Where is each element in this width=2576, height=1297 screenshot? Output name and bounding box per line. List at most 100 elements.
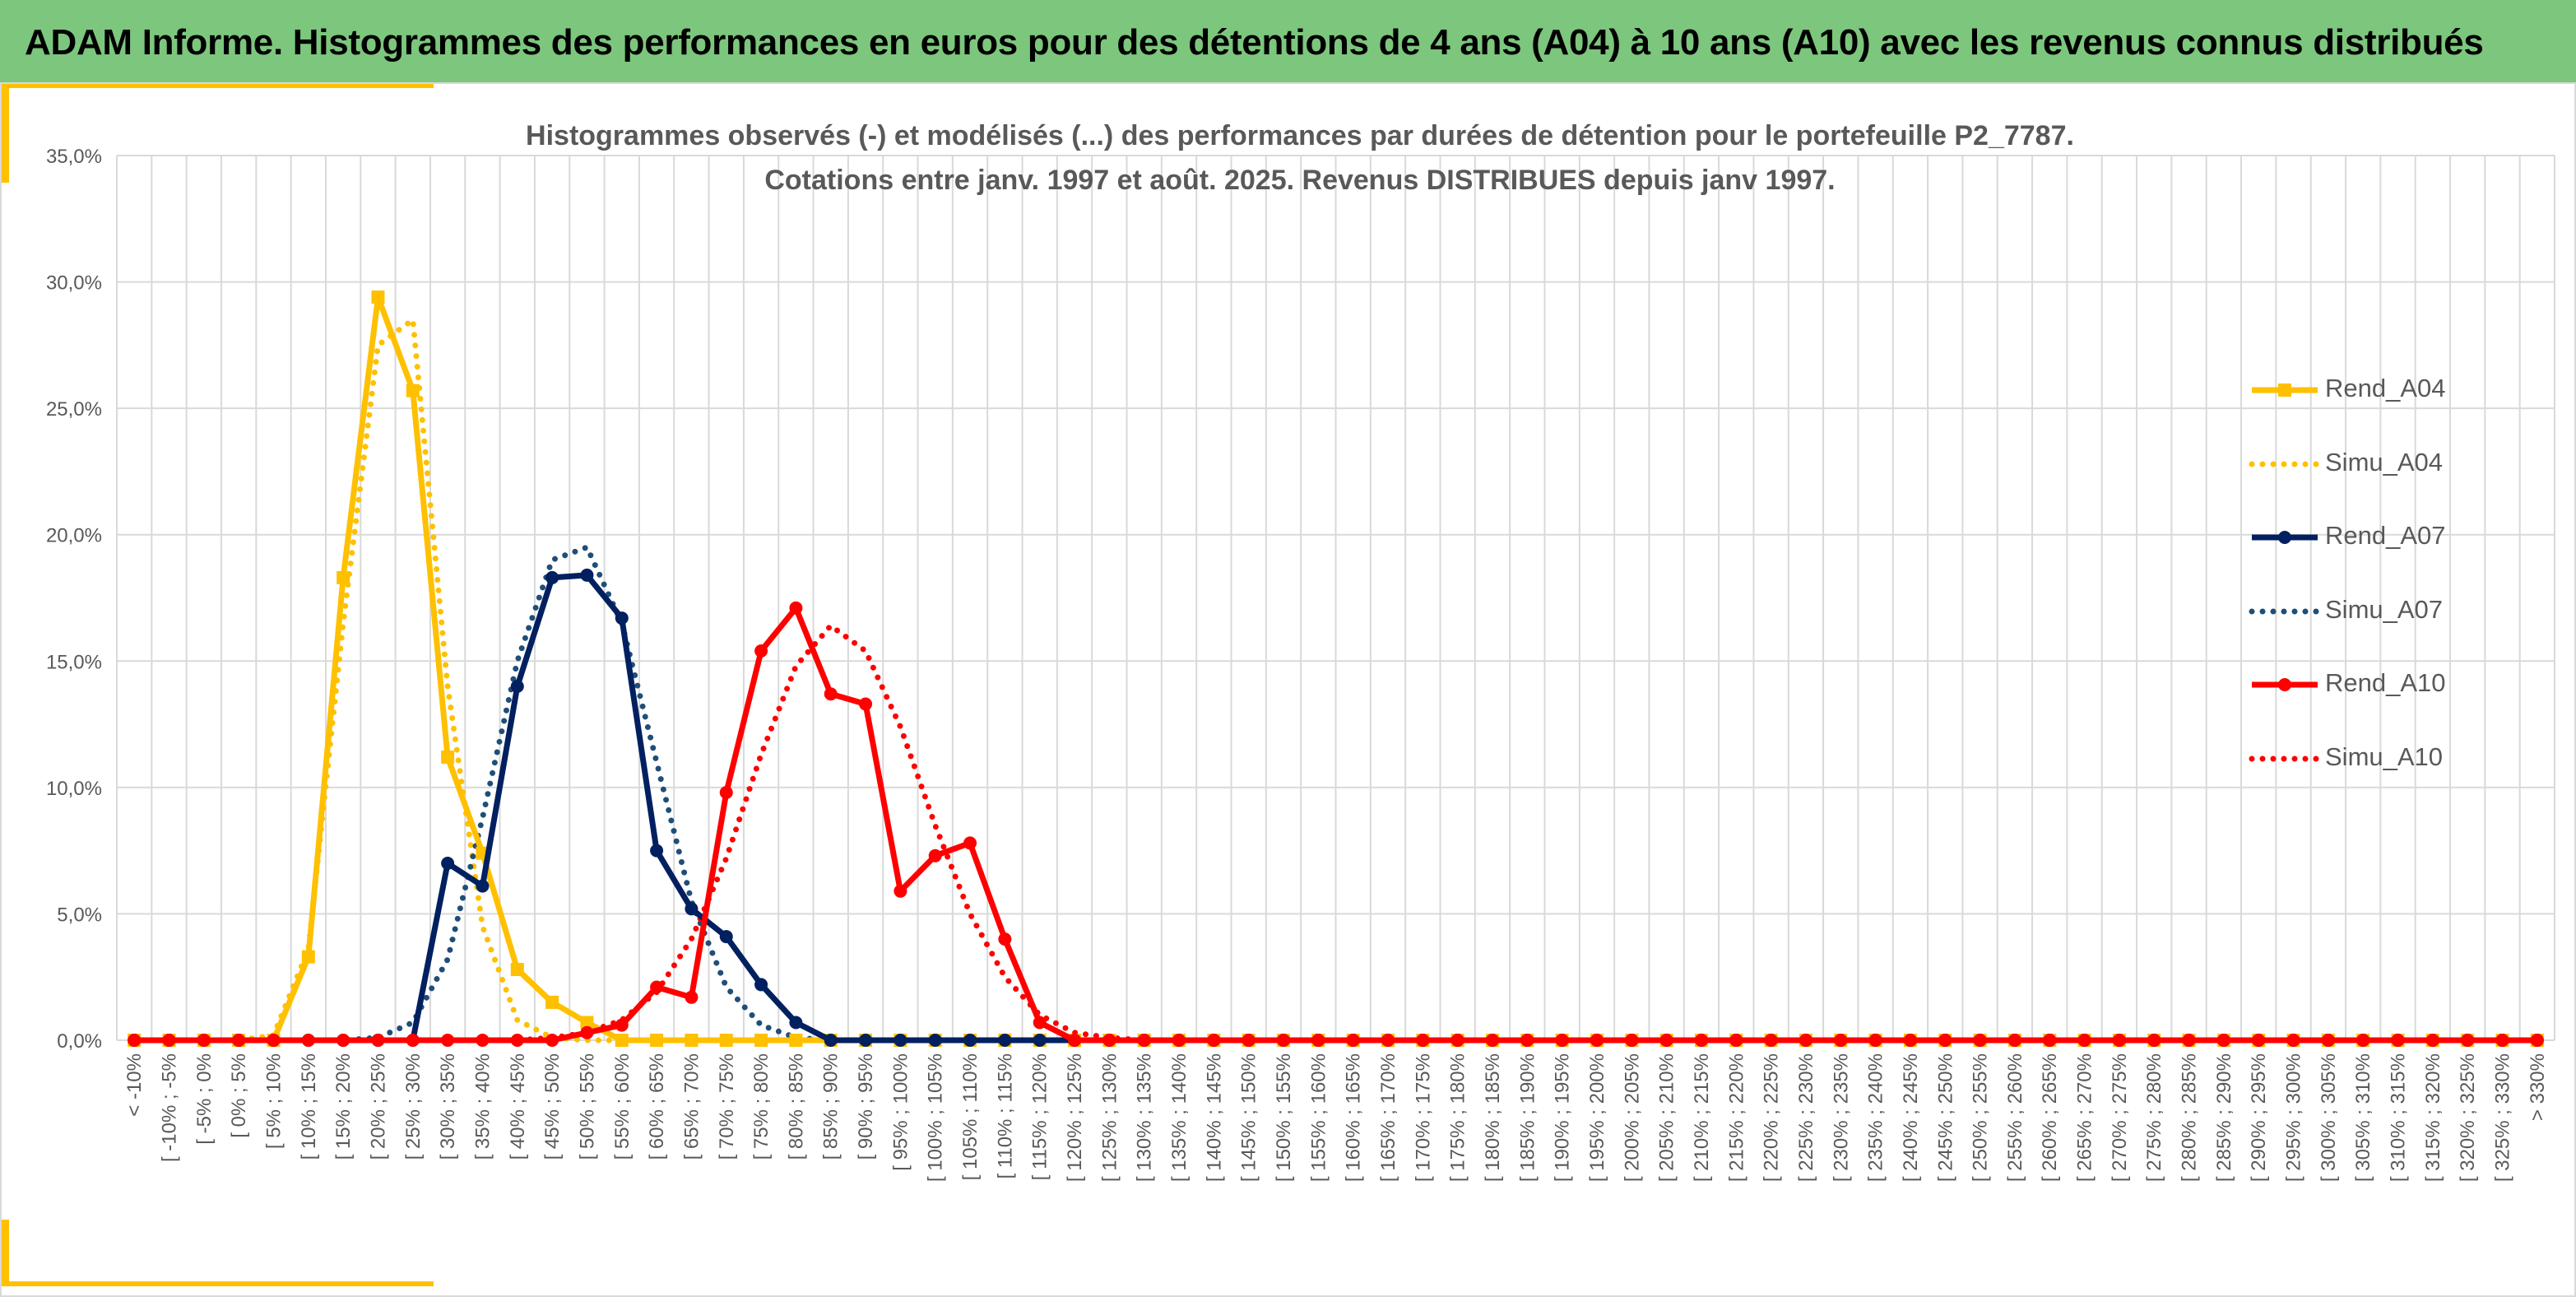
legend-item-simu-a10: Simu_A10 xyxy=(2223,724,2470,798)
x-tick-label: [ 195% ; 200% xyxy=(1586,1053,1608,1182)
y-tick-label: 25,0% xyxy=(46,398,102,421)
x-tick-label: [ 295% ; 300% xyxy=(2283,1053,2305,1182)
y-tick-label: 35,0% xyxy=(46,146,102,168)
x-tick-label: > 330% xyxy=(2527,1053,2549,1121)
x-tick-label: [ 15% ; 20% xyxy=(332,1053,355,1160)
x-tick-label: [ 220% ; 225% xyxy=(1761,1053,1783,1182)
data-point-marker xyxy=(1695,1034,1708,1047)
data-point-marker xyxy=(1277,1034,1290,1047)
data-point-marker xyxy=(1207,1034,1220,1047)
x-tick-label: [ 105% ; 110% xyxy=(959,1053,982,1180)
y-axis: 0,0%5,0%10,0%15,0%20,0%25,0%30,0%35,0% xyxy=(46,146,102,1053)
data-point-marker xyxy=(406,1034,420,1047)
data-point-marker xyxy=(545,996,559,1009)
data-point-marker xyxy=(1486,1034,1499,1047)
data-point-marker xyxy=(615,611,629,625)
data-point-marker xyxy=(2356,1034,2369,1047)
legend-label: Simu_A10 xyxy=(2325,742,2443,772)
report-title: ADAM Informe. Histogrammes des performan… xyxy=(25,0,2484,82)
x-tick-label: [ 255% ; 260% xyxy=(2004,1053,2026,1182)
data-point-marker xyxy=(1590,1034,1604,1047)
x-tick-label: [ 315% ; 320% xyxy=(2422,1053,2444,1182)
data-point-marker xyxy=(1068,1034,1081,1047)
x-tick-label: [ 180% ; 185% xyxy=(1482,1053,1504,1182)
chart-title: Histogrammes observés (-) et modélisés (… xyxy=(526,120,2074,151)
x-tick-label: [ 45% ; 50% xyxy=(541,1053,564,1160)
data-point-marker xyxy=(963,1034,977,1047)
data-point-marker xyxy=(406,384,420,397)
data-point-marker xyxy=(998,1034,1011,1047)
legend-swatch xyxy=(2248,430,2322,479)
data-point-marker xyxy=(859,698,872,711)
data-point-marker xyxy=(893,1034,907,1047)
data-point-marker xyxy=(2008,1034,2021,1047)
x-tick-label: [ 285% ; 290% xyxy=(2213,1053,2235,1182)
x-tick-label: [ 110% ; 115% xyxy=(994,1053,1016,1179)
data-point-marker xyxy=(337,571,350,584)
data-point-marker xyxy=(162,1034,175,1047)
data-point-marker xyxy=(650,981,663,994)
data-point-marker xyxy=(1381,1034,1395,1047)
legend-swatch xyxy=(2248,724,2322,774)
x-tick-label: [ 325% ; 330% xyxy=(2492,1053,2514,1182)
x-tick-label: [ 190% ; 195% xyxy=(1552,1053,1574,1182)
x-tick-label: [ 95% ; 100% xyxy=(889,1053,912,1171)
data-point-marker xyxy=(2252,1034,2265,1047)
x-tick-label: [ 90% ; 95% xyxy=(855,1053,877,1160)
x-tick-label: [ 100% ; 105% xyxy=(925,1053,947,1182)
x-axis: < -10% [ -10% ; -5% [ -5% ; 0% [ 0% ; 5% [ 5… xyxy=(123,1053,2549,1182)
data-point-marker xyxy=(789,1034,802,1047)
x-tick-label: [ 160% ; 165% xyxy=(1343,1053,1365,1182)
x-tick-label: [ -5% ; 0% xyxy=(193,1053,216,1145)
data-point-marker xyxy=(929,849,942,862)
legend-item-rend-a04: Rend_A04 xyxy=(2223,356,2470,430)
x-tick-label: [ 40% ; 45% xyxy=(507,1053,529,1160)
data-point-marker xyxy=(615,1034,629,1047)
x-tick-label: [ -10% ; -5% xyxy=(158,1053,180,1162)
x-tick-label: [ 290% ; 295% xyxy=(2248,1053,2270,1182)
data-point-marker xyxy=(754,644,768,658)
data-point-marker xyxy=(893,885,907,898)
x-tick-label: [ 5% ; 10% xyxy=(262,1053,285,1149)
x-tick-label: [ 320% ; 325% xyxy=(2457,1053,2479,1182)
data-point-marker xyxy=(720,786,733,799)
x-tick-label: [ 280% ; 285% xyxy=(2179,1053,2201,1182)
data-point-marker xyxy=(2531,1034,2544,1047)
x-tick-label: [ 245% ; 250% xyxy=(1934,1053,1956,1182)
data-point-marker xyxy=(1347,1034,1360,1047)
data-point-marker xyxy=(754,978,768,991)
x-tick-label: [ 145% ; 150% xyxy=(1238,1053,1260,1182)
data-point-marker xyxy=(1172,1034,1186,1047)
data-point-marker xyxy=(1311,1034,1325,1047)
chart-frame: 0,0% 5,0% 10,0% 15,0% 20,0% 25,0% 30,0% 35,0% <… xyxy=(0,82,2576,1297)
data-point-marker xyxy=(2113,1034,2126,1047)
x-tick-label: [ 35% ; 40% xyxy=(471,1053,494,1160)
data-point-marker xyxy=(824,687,838,700)
data-point-marker xyxy=(824,1034,838,1047)
data-point-marker xyxy=(1904,1034,1917,1047)
data-point-marker xyxy=(615,1019,629,1032)
x-tick-label: [ 20% ; 25% xyxy=(367,1053,389,1160)
data-point-marker xyxy=(859,1034,872,1047)
x-tick-label: [ 25% ; 30% xyxy=(402,1053,425,1160)
data-point-marker xyxy=(511,680,524,693)
legend-item-simu-a04: Simu_A04 xyxy=(2223,430,2470,504)
x-tick-label: [ 275% ; 280% xyxy=(2143,1053,2165,1182)
data-point-marker xyxy=(2078,1034,2091,1047)
x-tick-label: [ 65% ; 70% xyxy=(680,1053,703,1160)
data-point-marker xyxy=(267,1034,280,1047)
data-point-marker xyxy=(545,571,559,584)
data-point-marker xyxy=(371,291,384,304)
y-tick-label: 0,0% xyxy=(57,1030,102,1053)
data-point-marker xyxy=(1834,1034,1847,1047)
data-point-marker xyxy=(2322,1034,2335,1047)
legend-item-rend-a07: Rend_A07 xyxy=(2223,503,2470,577)
data-point-marker xyxy=(789,602,802,615)
data-point-marker xyxy=(476,1034,489,1047)
data-point-marker xyxy=(929,1034,942,1047)
x-tick-label: [ 300% ; 305% xyxy=(2318,1053,2340,1182)
x-tick-label: [ 165% ; 170% xyxy=(1377,1053,1399,1182)
data-point-marker xyxy=(1033,1034,1047,1047)
data-point-marker xyxy=(441,1034,454,1047)
x-tick-label: [ 0% ; 5% xyxy=(228,1053,250,1138)
